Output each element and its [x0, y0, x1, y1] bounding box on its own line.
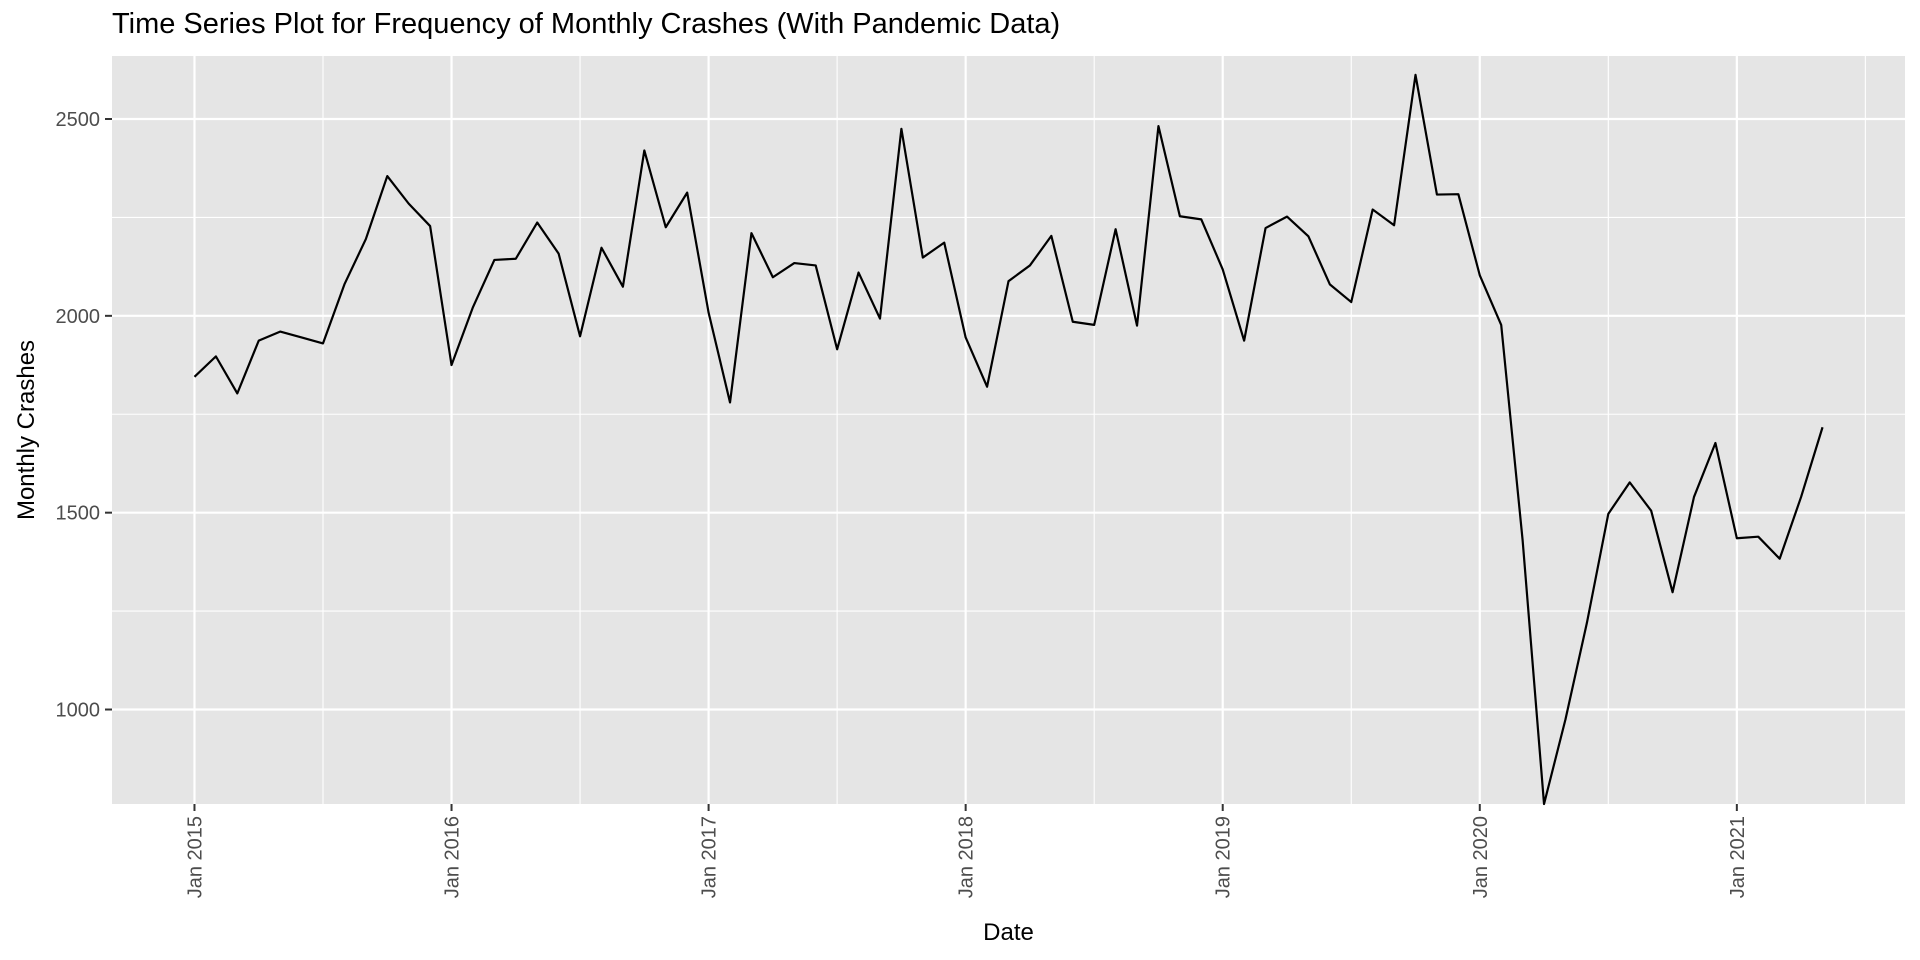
grid-major [112, 56, 1905, 804]
x-tick-label: Jan 2018 [956, 816, 978, 898]
x-tick-label: Jan 2021 [1727, 816, 1749, 898]
x-tick-label: Jan 2020 [1470, 816, 1492, 898]
axis-ticks [105, 117, 1738, 811]
y-tick-label: 1500 [56, 503, 101, 525]
y-tick-label: 2500 [56, 109, 101, 131]
grid-minor [112, 56, 1905, 804]
y-tick-label: 1000 [56, 700, 101, 722]
x-tick-label: Jan 2019 [1213, 816, 1235, 898]
x-axis-title: Date [983, 919, 1034, 946]
y-axis-title: Monthly Crashes [13, 340, 40, 520]
series-line-monthly-crashes [193, 73, 1824, 806]
x-tick-label: Jan 2015 [184, 816, 206, 898]
chart-title: Time Series Plot for Frequency of Monthl… [112, 8, 1061, 40]
x-tick-label: Jan 2016 [442, 816, 464, 898]
x-tick-label: Jan 2017 [699, 816, 721, 898]
series-layer [193, 73, 1824, 806]
plot-panel [112, 56, 1905, 804]
tick-labels: 1000 1500 2000 2500 Jan 2015 Jan 2016 Jan 2017… [56, 109, 1749, 898]
y-tick-label: 2000 [56, 306, 101, 328]
